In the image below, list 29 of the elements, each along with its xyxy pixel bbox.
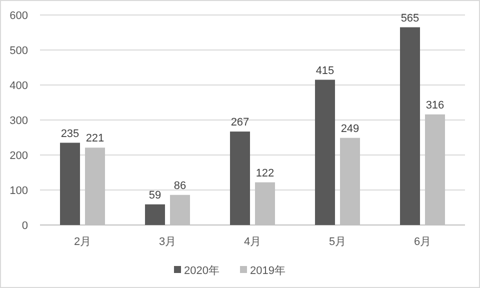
y-tick-label: 200	[10, 150, 28, 162]
y-tick-label: 100	[10, 185, 28, 197]
data-label: 316	[426, 99, 444, 112]
bar	[315, 80, 335, 225]
data-label: 249	[340, 122, 360, 135]
data-label: 86	[174, 180, 186, 192]
bar	[60, 142, 80, 225]
bar	[400, 27, 420, 225]
x-tick-label: 4月	[244, 236, 262, 248]
x-tick-label: 2月	[74, 236, 92, 248]
y-tick-label: 0	[22, 220, 28, 232]
x-tick-label: 5月	[328, 236, 346, 248]
y-tick-label: 600	[10, 10, 28, 22]
data-label: 59	[148, 189, 162, 202]
data-label: 415	[316, 64, 334, 77]
y-tick-label: 500	[10, 45, 28, 57]
x-tick-label: 6月	[414, 236, 432, 248]
data-label: 565	[400, 12, 420, 24]
legend-label: 2019年	[250, 265, 286, 277]
data-label: 235	[60, 128, 80, 140]
data-label: 122	[256, 167, 274, 180]
data-label: 267	[230, 116, 250, 129]
x-tick-label: 3月	[158, 236, 176, 248]
legend-label: 2020年	[184, 265, 220, 277]
bar	[145, 204, 165, 225]
bar	[230, 132, 250, 225]
y-tick-label: 400	[10, 80, 28, 92]
data-label: 221	[86, 132, 104, 145]
y-tick-label: 300	[10, 115, 28, 127]
